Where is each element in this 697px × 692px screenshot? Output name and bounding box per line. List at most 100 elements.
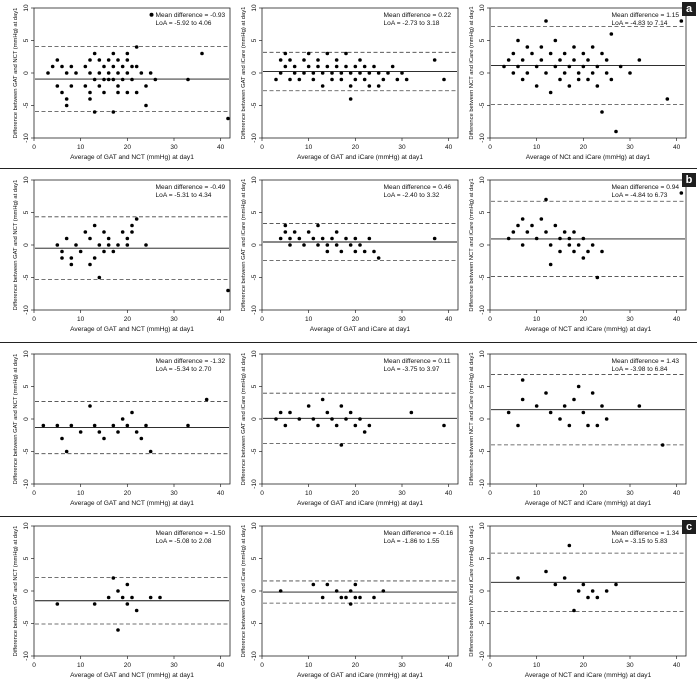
x-tick-label: 40 xyxy=(217,662,225,669)
panel-tag-b: b xyxy=(682,173,696,187)
x-tick-label: 40 xyxy=(673,144,681,151)
data-point xyxy=(144,243,148,247)
data-point xyxy=(116,58,120,62)
data-point xyxy=(362,64,367,69)
x-tick-label: 40 xyxy=(217,144,225,151)
data-point xyxy=(525,230,530,234)
data-point xyxy=(442,423,446,428)
y-tick-label: -10 xyxy=(479,133,486,143)
data-point xyxy=(572,608,576,613)
y-tick-label: -5 xyxy=(251,274,258,280)
data-point xyxy=(60,90,64,95)
x-tick-label: 10 xyxy=(77,144,85,151)
x-axis-label: Average of NCT and iCare (mmHg) at day1 xyxy=(525,500,652,507)
y-tick-label: 10 xyxy=(251,4,258,12)
data-point xyxy=(88,404,92,408)
data-point xyxy=(334,589,339,593)
y-tick-label: 5 xyxy=(251,384,258,388)
data-point xyxy=(516,38,520,43)
data-point xyxy=(106,77,111,82)
data-point xyxy=(362,249,367,254)
data-point xyxy=(60,436,64,441)
data-point xyxy=(553,582,558,587)
data-point xyxy=(334,423,339,428)
x-tick-label: 20 xyxy=(124,316,132,323)
data-point xyxy=(97,71,102,75)
data-point xyxy=(148,449,153,454)
data-point xyxy=(288,58,292,62)
data-point xyxy=(130,64,134,69)
legend-marker xyxy=(149,12,154,17)
data-point xyxy=(525,45,530,49)
y-tick-label: -10 xyxy=(479,479,486,489)
data-point xyxy=(97,58,102,62)
data-point xyxy=(74,71,78,75)
bland-altman-panel-2: 0 10 20 30 40 -10 -5 0 5 10 Average of GAT and iCa… xyxy=(241,4,459,161)
data-point xyxy=(404,77,409,82)
bland-altman-panel-9: 0 10 20 30 40 -10 -5 0 5 10 Average of NCT and iCa… xyxy=(469,350,687,507)
mean-difference-label: Mean difference = -0.49 xyxy=(156,184,226,191)
plot-frame xyxy=(33,525,231,657)
data-point xyxy=(409,410,414,415)
data-point xyxy=(348,71,353,75)
mean-difference-label: Mean difference = 0.11 xyxy=(384,358,451,365)
data-point xyxy=(637,404,642,408)
data-point xyxy=(125,236,130,241)
y-tick-label: -10 xyxy=(479,651,486,661)
data-point xyxy=(134,217,139,221)
data-point xyxy=(278,236,283,241)
data-point xyxy=(288,243,292,247)
data-point xyxy=(120,230,125,234)
data-point xyxy=(316,223,320,228)
data-point xyxy=(288,410,292,415)
data-point xyxy=(548,410,553,415)
plot-frame xyxy=(489,7,687,139)
data-point xyxy=(226,116,230,121)
y-tick-label: 10 xyxy=(479,350,486,358)
data-point xyxy=(442,77,446,82)
y-tick-label: -5 xyxy=(23,102,30,108)
x-axis-label: Average of GAT and iCare (mmHg) at day1 xyxy=(297,500,423,507)
x-tick-label: 40 xyxy=(673,490,681,497)
y-tick-label: 5 xyxy=(251,210,258,214)
data-point xyxy=(116,90,120,95)
y-tick-label: 0 xyxy=(251,243,258,247)
y-tick-label: 10 xyxy=(479,522,486,530)
x-tick-label: 20 xyxy=(124,662,132,669)
data-point xyxy=(339,77,344,82)
data-point xyxy=(530,223,534,228)
y-tick-label: 5 xyxy=(479,38,486,42)
y-axis-label: Difference between NCt and iCare (mmHg) … xyxy=(469,525,475,656)
data-point xyxy=(106,236,111,241)
y-tick-label: -5 xyxy=(23,448,30,454)
data-point xyxy=(520,77,525,82)
data-point xyxy=(376,71,381,75)
x-tick-label: 30 xyxy=(170,316,178,323)
data-point xyxy=(525,71,530,75)
data-point xyxy=(600,404,604,408)
data-point xyxy=(539,58,544,62)
data-point xyxy=(372,249,376,254)
y-tick-label: 5 xyxy=(23,210,30,214)
data-point xyxy=(69,256,74,260)
data-point xyxy=(330,77,334,82)
data-point xyxy=(562,404,567,408)
data-point xyxy=(558,417,562,421)
x-tick-label: 40 xyxy=(673,662,681,669)
data-point xyxy=(83,84,88,88)
x-axis-label: Average of GAT and NCT (mmHg) at day1 xyxy=(70,672,194,679)
x-tick-label: 30 xyxy=(398,316,406,323)
data-point xyxy=(358,243,362,247)
data-point xyxy=(502,64,506,69)
y-tick-label: 0 xyxy=(251,589,258,593)
data-point xyxy=(120,595,125,600)
data-point xyxy=(88,236,92,241)
data-point xyxy=(586,249,590,254)
data-point xyxy=(69,64,74,69)
y-tick-label: -10 xyxy=(479,305,486,315)
data-point xyxy=(153,77,158,82)
y-tick-label: 0 xyxy=(23,243,30,247)
y-tick-label: 10 xyxy=(251,522,258,530)
data-point xyxy=(516,576,520,580)
data-point xyxy=(102,64,106,69)
